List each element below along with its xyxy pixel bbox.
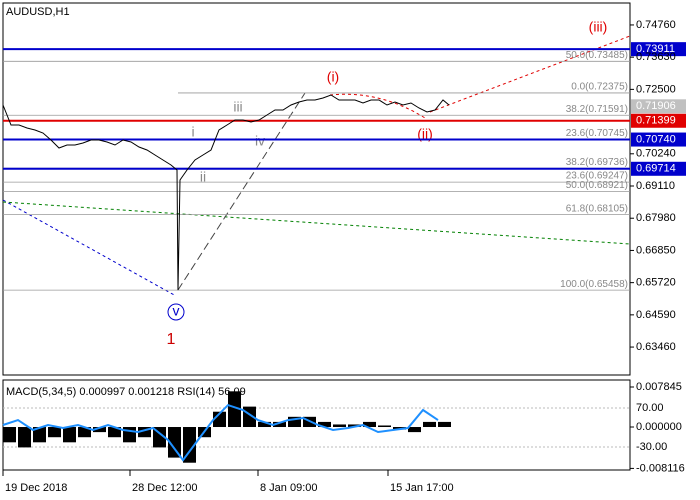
macd-bar — [258, 421, 271, 428]
wave-label: v — [173, 303, 180, 319]
price-marker — [631, 99, 686, 114]
fib-label: 23.6(0.70745) — [566, 128, 628, 139]
fib-label: 50.0(0.68921) — [566, 180, 628, 191]
macd-bar — [33, 427, 46, 443]
y-tick-label: 0.73630 — [636, 51, 676, 63]
x-tick-label: 8 Jan 09:00 — [260, 482, 318, 494]
fib-label: 100.0(0.65458) — [560, 279, 628, 290]
y-tick-label: 0.63460 — [636, 341, 676, 353]
wave-label: 1 — [167, 331, 176, 348]
y-tick-label: 0.74760 — [636, 19, 676, 31]
macd-bar — [3, 427, 16, 443]
fib-label: 38.2(0.71591) — [566, 104, 628, 115]
price-marker-label: 0.71399 — [636, 115, 676, 127]
fib-label: 50.0(0.73485) — [566, 50, 628, 61]
y-tick-label: 0.65720 — [636, 277, 676, 289]
price-marker — [631, 42, 686, 57]
wave-label: (ii) — [417, 126, 433, 142]
indicator-title: MACD(5,34,5) 0.000997 0.001218 RSI(14) 5… — [6, 386, 246, 398]
chart-title: AUDUSD,H1 — [6, 6, 70, 18]
macd-bar — [108, 427, 121, 438]
macd-bar — [318, 421, 331, 428]
trend-line — [2, 201, 631, 245]
macd-bar — [183, 427, 196, 463]
x-tick-label: 19 Dec 2018 — [5, 482, 67, 494]
y-tick-label: 0.70240 — [636, 148, 676, 160]
wave-label: (i) — [327, 69, 339, 85]
y-tick-label: 0.69110 — [636, 180, 675, 192]
y-tick-label: 0.66850 — [636, 244, 676, 256]
y-tick-label: 0.67980 — [636, 212, 676, 224]
macd-bar — [138, 427, 151, 438]
macd-bar — [63, 427, 76, 443]
rsi-line — [2, 403, 439, 462]
wave-label: i — [191, 124, 194, 140]
price-line — [2, 94, 450, 291]
macd-bar — [438, 421, 451, 428]
fib-label: 61.8(0.68105) — [566, 203, 628, 214]
wave-label: (iii) — [589, 19, 608, 35]
macd-bar — [423, 421, 436, 428]
wave-label: iv — [255, 133, 265, 149]
y-tick-label: 0.72500 — [636, 83, 676, 95]
trend-line — [2, 199, 177, 297]
macd-bar — [153, 427, 166, 448]
macd-bar — [363, 421, 376, 428]
price-marker-label: 0.70740 — [636, 133, 676, 145]
macd-bar — [288, 416, 301, 428]
macd-bar — [378, 425, 391, 428]
y2-tick-label: -30.00 — [636, 441, 667, 453]
price-marker-label: 0.73911 — [636, 43, 675, 55]
macd-bar — [408, 427, 421, 433]
fib-label: 0.0(0.72375) — [571, 82, 628, 93]
macd-bar — [228, 391, 241, 428]
macd-bar — [78, 427, 91, 438]
fib-label: 38.2(0.69736) — [566, 157, 628, 168]
y-tick-label: -0.008116 — [636, 462, 685, 474]
wave-arc — [329, 93, 426, 119]
y2-tick-label: 70.00 — [636, 402, 664, 414]
y-tick-label: 0.64590 — [636, 309, 676, 321]
price-marker-label: 0.71906 — [636, 100, 676, 112]
price-marker-label: 0.69714 — [636, 163, 676, 175]
macd-bar — [18, 427, 31, 448]
wave-label: iii — [233, 99, 242, 115]
main-frame — [2, 2, 631, 376]
x-tick-label: 28 Dec 12:00 — [132, 482, 197, 494]
macd-bar — [48, 427, 61, 438]
macd-bar — [333, 424, 346, 428]
wave-circle — [167, 303, 185, 321]
trend-line — [177, 92, 306, 291]
macd-bar — [168, 427, 181, 458]
projection-line — [429, 35, 631, 113]
wave-label: ii — [200, 169, 206, 185]
macd-bar — [93, 427, 106, 433]
y-tick-label: 0.007845 — [636, 381, 682, 393]
price-marker — [631, 113, 686, 128]
price-marker — [631, 132, 686, 147]
x-tick-label: 15 Jan 17:00 — [390, 482, 454, 494]
price-marker — [631, 161, 686, 176]
y-tick-label: 0.000000 — [636, 421, 682, 433]
macd-bar — [273, 421, 286, 428]
fib-label: 23.6(0.69247) — [566, 171, 628, 182]
